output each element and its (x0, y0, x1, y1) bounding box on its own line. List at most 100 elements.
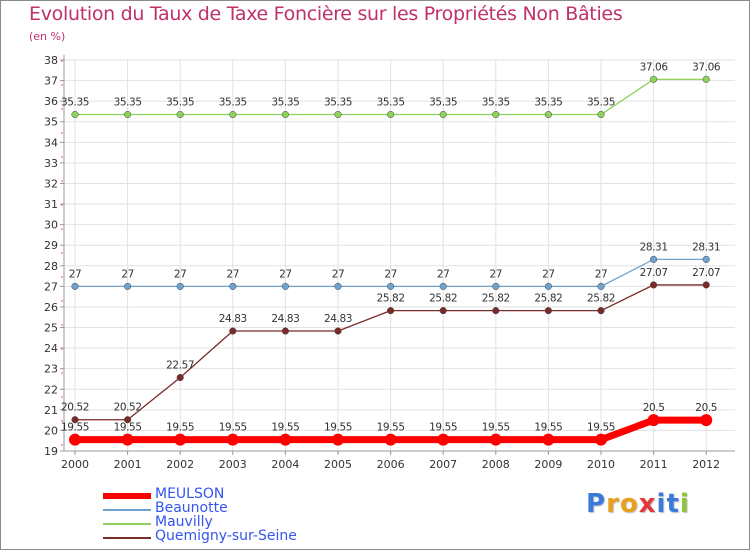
point-meulson (647, 414, 660, 427)
point-beaunotte (176, 282, 184, 290)
point-quemigny-sur-seine (387, 307, 395, 315)
point-meulson (226, 433, 239, 446)
data-label-quemigny-sur-seine: 27.07 (640, 267, 668, 279)
point-quemigny-sur-seine (229, 327, 237, 335)
legend-label: MEULSON (155, 486, 225, 502)
point-meulson (69, 433, 81, 446)
data-label-meulson: 19.55 (324, 422, 352, 434)
point-quemigny-sur-seine (492, 307, 500, 315)
data-label-mauvilly: 35.35 (219, 97, 247, 109)
point-mauvilly (176, 110, 184, 119)
logo-letter: x (638, 489, 657, 519)
point-mauvilly (124, 110, 132, 119)
data-label-mauvilly: 35.35 (534, 97, 562, 109)
point-quemigny-sur-seine (702, 281, 710, 289)
point-meulson (700, 414, 713, 427)
data-label-mauvilly: 35.35 (166, 97, 194, 109)
point-quemigny-sur-seine (281, 327, 289, 335)
y-tick-label: 27 (44, 280, 58, 293)
data-label-mauvilly: 35.35 (61, 97, 89, 109)
data-label-meulson: 19.55 (166, 422, 194, 434)
grid-layer (64, 59, 735, 452)
y-tick-label: 38 (44, 54, 58, 67)
y-tick-label: 36 (44, 95, 58, 108)
data-label-quemigny-sur-seine: 25.82 (429, 293, 457, 305)
x-tick-label: 2008 (482, 458, 510, 471)
data-label-beaunotte: 28.31 (692, 241, 720, 253)
y-tick-label: 35 (44, 116, 58, 129)
point-meulson (174, 433, 187, 446)
logo-letter: P (586, 489, 607, 519)
data-label-mauvilly: 37.06 (640, 61, 669, 73)
x-tick-label: 2004 (271, 458, 299, 471)
data-label-beaunotte: 27 (121, 268, 134, 280)
point-mauvilly (439, 110, 447, 119)
data-label-beaunotte: 27 (332, 268, 345, 280)
y-tick-label: 24 (44, 342, 58, 355)
point-mauvilly (71, 110, 79, 119)
data-label-meulson: 19.55 (61, 422, 89, 434)
y-tick-label: 33 (44, 157, 58, 170)
point-mauvilly (229, 110, 237, 119)
point-quemigny-sur-seine (544, 307, 552, 315)
data-label-beaunotte: 27 (437, 268, 450, 280)
point-beaunotte (650, 255, 658, 263)
y-tick-label: 37 (44, 75, 58, 88)
data-label-beaunotte: 27 (490, 268, 503, 280)
point-quemigny-sur-seine (650, 281, 658, 289)
proxiti-logo: Proxiti (586, 489, 690, 519)
data-label-mauvilly: 35.35 (377, 97, 405, 109)
x-tick-label: 2001 (114, 458, 142, 471)
data-label-quemigny-sur-seine: 25.82 (587, 293, 615, 305)
data-label-beaunotte: 27 (384, 268, 397, 280)
point-meulson (489, 433, 502, 446)
data-label-meulson: 19.55 (429, 422, 457, 434)
legend-swatch (103, 509, 151, 511)
x-tick-label: 2010 (587, 458, 615, 471)
data-label-layer: 19.55 19.55 19.55 19.55 19.55 19.55 19.55 19.55… (61, 61, 721, 433)
data-label-quemigny-sur-seine: 24.83 (219, 313, 247, 325)
legend-swatch (103, 523, 151, 525)
point-meulson (121, 433, 134, 446)
legend-label: Mauvilly (155, 514, 213, 530)
y-tick-label: 32 (44, 177, 58, 190)
data-label-mauvilly: 35.35 (587, 97, 615, 109)
y-tick-label: 19 (44, 445, 58, 458)
data-label-mauvilly: 35.35 (482, 97, 510, 109)
y-tick-label: 31 (44, 198, 58, 211)
data-label-quemigny-sur-seine: 20.52 (114, 402, 142, 414)
point-beaunotte (544, 282, 552, 290)
data-label-beaunotte: 27 (69, 268, 82, 280)
point-beaunotte (492, 282, 500, 290)
x-tick-label: 2012 (692, 458, 720, 471)
point-beaunotte (597, 282, 605, 290)
point-meulson (542, 433, 555, 446)
data-label-meulson: 20.5 (643, 402, 665, 414)
point-mauvilly (702, 75, 710, 83)
x-tick-label: 2000 (61, 458, 89, 471)
unit-label: (en %) (29, 30, 66, 43)
point-beaunotte (281, 282, 289, 290)
logo-letter: o (619, 489, 639, 519)
data-label-meulson: 19.55 (482, 422, 510, 434)
y-tick-label: 23 (44, 363, 58, 376)
series-layer (69, 75, 713, 446)
point-beaunotte (71, 282, 79, 290)
point-quemigny-sur-seine (176, 373, 184, 382)
x-tick-label: 2007 (429, 458, 457, 471)
point-meulson (332, 433, 344, 446)
point-quemigny-sur-seine (334, 327, 342, 335)
data-label-quemigny-sur-seine: 25.82 (482, 293, 510, 305)
data-label-quemigny-sur-seine: 27.07 (692, 267, 720, 279)
data-label-quemigny-sur-seine: 22.57 (166, 360, 194, 372)
data-label-meulson: 19.55 (219, 422, 247, 434)
data-label-quemigny-sur-seine: 20.52 (61, 402, 89, 414)
x-tick-label: 2005 (324, 458, 352, 471)
data-label-quemigny-sur-seine: 24.83 (271, 313, 299, 325)
x-tick-label: 2003 (219, 458, 247, 471)
point-meulson (437, 433, 450, 446)
point-quemigny-sur-seine (439, 307, 447, 315)
legend-label: Quemigny-sur-Seine (155, 528, 297, 544)
point-beaunotte (387, 282, 395, 290)
